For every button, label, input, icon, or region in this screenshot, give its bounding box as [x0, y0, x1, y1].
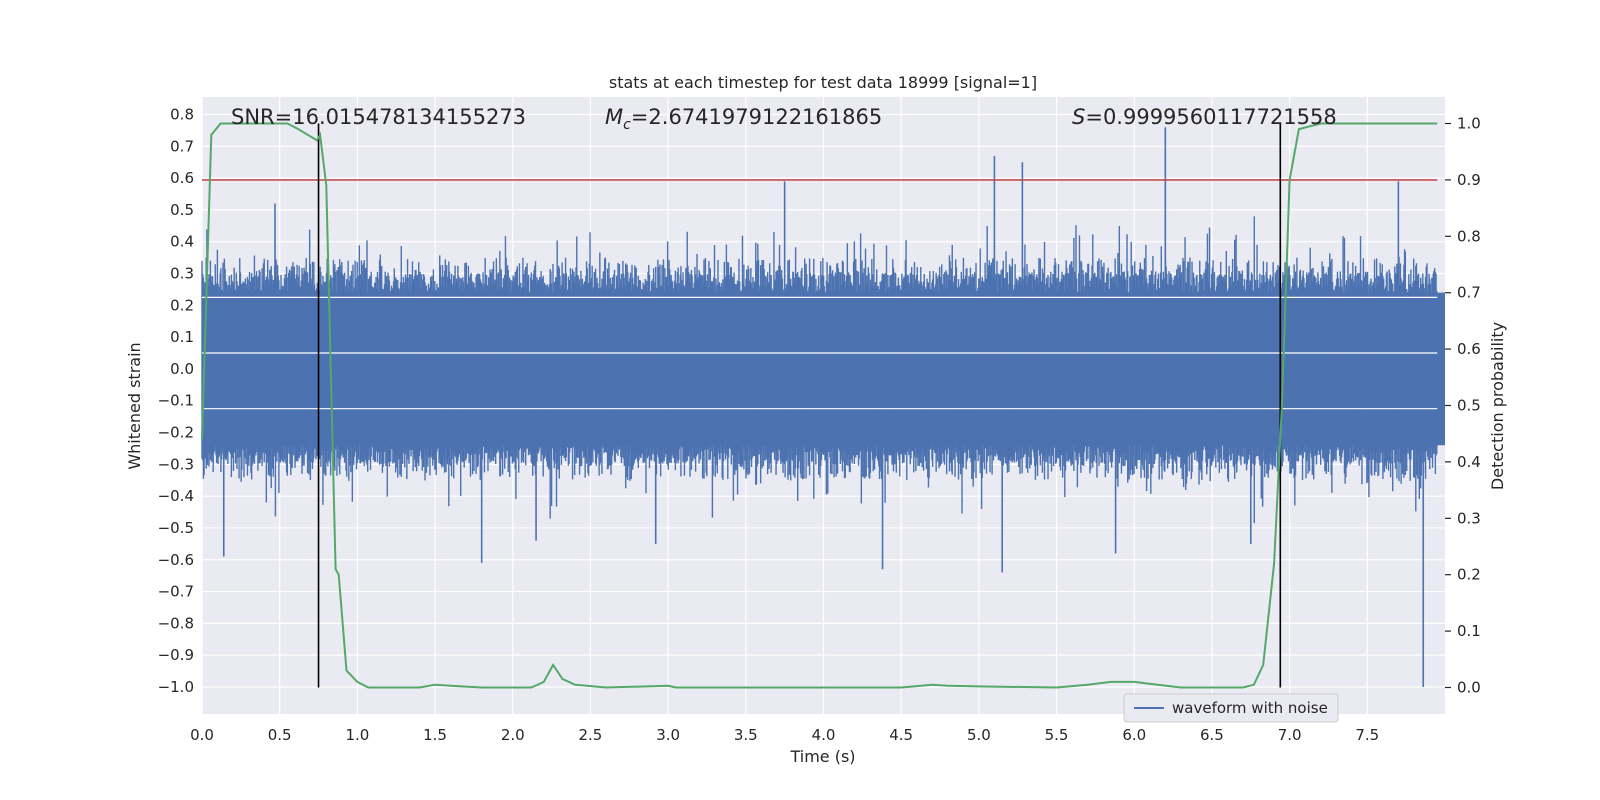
y-tick-label: −0.6 [158, 551, 194, 569]
x-tick-label: 1.5 [423, 726, 447, 744]
y-tick-label: 0.0 [170, 360, 194, 378]
y-tick-label: −0.4 [158, 487, 194, 505]
detection-probability-line [201, 122, 1438, 689]
y-tick-label: −0.2 [158, 424, 194, 442]
y-tick-label: 0.6 [170, 169, 194, 187]
snr-annotation: SNR=16.015478134155273 [231, 105, 526, 129]
y-tick-label: 0.2 [170, 296, 194, 314]
x-tick-label: 7.5 [1355, 726, 1379, 744]
score-symbol: S [1072, 105, 1085, 129]
y-tick-label: −0.9 [158, 646, 194, 664]
y2-tick-label: 1.0 [1457, 115, 1481, 133]
y2-tick-label: 0.2 [1457, 566, 1481, 584]
x-tick-label: 1.0 [345, 726, 369, 744]
y2-tick-label: 0.1 [1457, 622, 1481, 640]
y2-tick-label: 0.9 [1457, 171, 1481, 189]
x-axis-ticks: 0.0 0.5 1.0 1.5 2.0 2.5 3.0 3.5 4.0 4.5 5.0 5.5 6.0 6… [190, 726, 1379, 744]
y-tick-label: −0.8 [158, 614, 194, 632]
chart-title: stats at each timestep for test data 189… [609, 73, 1037, 92]
x-tick-label: 4.5 [889, 726, 913, 744]
event-markers [317, 123, 1282, 688]
y2-axis-ticks: 1.0 0.9 0.8 0.7 0.6 0.5 0.4 0.3 0.2 0.1 0.0 [1445, 115, 1481, 696]
y-tick-label: 0.3 [170, 265, 194, 283]
x-tick-label: 4.0 [812, 726, 836, 744]
legend-box [1123, 693, 1339, 723]
y2-tick-label: 0.4 [1457, 453, 1481, 471]
x-tick-label: 2.5 [579, 726, 603, 744]
legend: waveform with noise [1123, 693, 1339, 723]
x-tick-label: 6.0 [1122, 726, 1146, 744]
x-tick-label: 5.0 [967, 726, 991, 744]
y2-tick-label: 0.3 [1457, 509, 1481, 527]
y-tick-label: −0.3 [158, 455, 194, 473]
y-tick-label: −0.5 [158, 519, 194, 537]
chirp-mass-symbol: M [605, 105, 623, 129]
score-annotation: S=0.9999560117721558 [1072, 105, 1337, 129]
x-tick-label: 3.5 [734, 726, 758, 744]
legend-label: waveform with noise [1172, 699, 1328, 717]
y-axis-ticks: 0.8 0.7 0.6 0.5 0.4 0.3 0.2 0.1 0.0 −0.1 −0.2 −0.3 −… [158, 105, 194, 695]
y2-tick-label: 0.0 [1457, 678, 1481, 696]
x-tick-label: 3.0 [656, 726, 680, 744]
y2-axis-title: Detection probability [1488, 322, 1507, 490]
x-tick-label: 0.0 [190, 726, 214, 744]
x-tick-label: 2.0 [501, 726, 525, 744]
y2-tick-label: 0.7 [1457, 284, 1481, 302]
y2-tick-label: 0.8 [1457, 227, 1481, 245]
y-tick-label: 0.8 [170, 105, 194, 123]
x-tick-label: 5.5 [1045, 726, 1069, 744]
x-tick-label: 6.5 [1200, 726, 1224, 744]
waveform-series [201, 127, 1445, 687]
chirp-mass-value: =2.6741979122161865 [631, 105, 882, 129]
y2-tick-label: 0.6 [1457, 340, 1481, 358]
y2-tick-label: 0.5 [1457, 397, 1481, 415]
y-tick-label: 0.4 [170, 233, 194, 251]
y-axis-title: Whitened strain [125, 342, 144, 469]
x-tick-label: 7.0 [1278, 726, 1302, 744]
chirp-mass-annotation: Mc=2.6741979122161865 [605, 105, 882, 133]
y-tick-label: 0.7 [170, 137, 194, 155]
y-tick-label: −1.0 [158, 678, 194, 696]
score-value: =0.9999560117721558 [1085, 105, 1336, 129]
x-axis-title: Time (s) [789, 747, 855, 766]
y-tick-label: −0.7 [158, 583, 194, 601]
x-tick-label: 0.5 [268, 726, 292, 744]
y-tick-label: 0.1 [170, 328, 194, 346]
y-tick-label: 0.5 [170, 201, 194, 219]
chirp-mass-subscript: c [623, 117, 631, 133]
y-tick-label: −0.1 [158, 392, 194, 410]
